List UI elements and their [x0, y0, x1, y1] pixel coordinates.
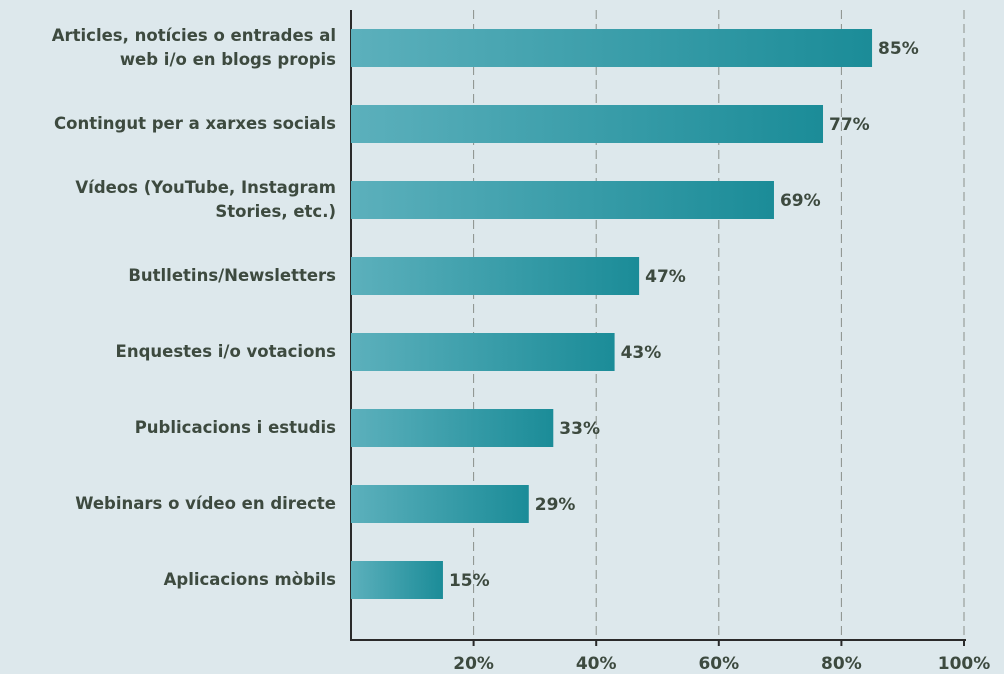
category-label: Publicacions i estudis	[134, 418, 336, 437]
bar	[351, 485, 529, 523]
bar	[351, 29, 873, 67]
x-tick-label: 20%	[453, 654, 494, 674]
x-tick-label: 60%	[698, 654, 739, 674]
value-label: 29%	[535, 495, 576, 515]
x-tick-label: 100%	[938, 654, 991, 674]
value-label: 47%	[645, 267, 686, 287]
bar	[351, 409, 554, 447]
category-label: Vídeos (YouTube, Instagram Stories, etc.…	[75, 178, 336, 221]
value-label: 15%	[449, 571, 490, 591]
value-label: 77%	[829, 115, 870, 135]
x-tick-label: 80%	[821, 654, 862, 674]
bar	[351, 333, 615, 371]
value-label: 33%	[559, 419, 600, 439]
bar	[351, 561, 443, 599]
category-label: Aplicacions mòbils	[163, 570, 336, 589]
bar	[351, 105, 824, 143]
value-label: 69%	[780, 191, 821, 211]
category-label: Enquestes i/o votacions	[115, 342, 336, 361]
value-label: 43%	[621, 343, 662, 363]
category-label: Butlletins/Newsletters	[128, 266, 336, 285]
x-tick-label: 40%	[576, 654, 617, 674]
category-label: Contingut per a xarxes socials	[54, 114, 336, 133]
category-label: Articles, notícies o entrades al web i/o…	[51, 26, 336, 69]
bar	[351, 257, 640, 295]
bar	[351, 181, 774, 219]
category-label: Webinars o vídeo en directe	[75, 494, 336, 513]
value-label: 85%	[878, 39, 919, 59]
